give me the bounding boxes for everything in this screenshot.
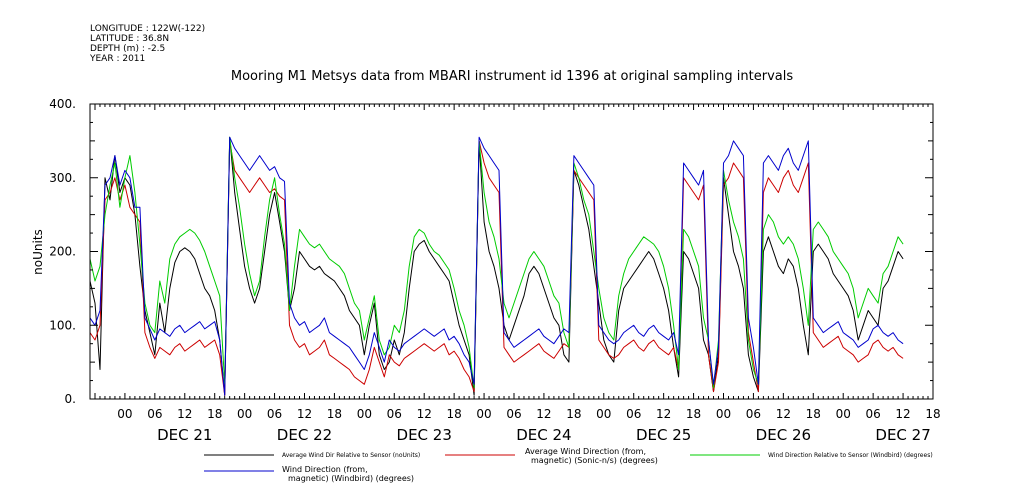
x-hour-label: 18 (806, 407, 821, 421)
y-tick-label: 0. (65, 392, 76, 406)
x-hour-label: 12 (895, 407, 910, 421)
x-hour-label: 12 (776, 407, 791, 421)
legend-label-3: Wind Direction Relative to Sensor (Windb… (768, 452, 933, 459)
meta-longitude: LONGITUDE : 122W(-122) (90, 24, 205, 34)
x-hour-label: 00 (476, 407, 491, 421)
x-hour-label: 18 (686, 407, 701, 421)
plot-frame (89, 103, 934, 400)
meta-year: YEAR : 2011 (89, 54, 145, 64)
x-day-label: DEC 22 (277, 426, 332, 444)
legend-label-1: Average Wind Dir Relative to Sensor (noU… (282, 452, 420, 459)
legend: Average Wind Dir Relative to Sensor (noU… (204, 447, 933, 483)
metadata-block: LONGITUDE : 122W(-122) LATITUDE : 36.8N … (89, 24, 205, 64)
x-hour-label: 18 (566, 407, 581, 421)
series-layer (89, 136, 904, 396)
x-hour-label: 12 (417, 407, 432, 421)
x-hour-label: 12 (177, 407, 192, 421)
y-axis-label: noUnits (31, 229, 45, 275)
meta-depth: DEPTH (m) : -2.5 (90, 44, 165, 54)
y-tick-label: 200. (49, 245, 76, 259)
x-day-label: DEC 21 (157, 426, 212, 444)
x-hour-label: 12 (656, 407, 671, 421)
x-hour-label: 18 (327, 407, 342, 421)
x-hour-label: 06 (746, 407, 761, 421)
y-tick-label: 100. (49, 318, 76, 332)
legend-label-2: Average Wind Direction (from, (525, 447, 646, 456)
chart-title: Mooring M1 Metsys data from MBARI instru… (231, 69, 793, 84)
legend-label-4-line2: magnetic) (Windbird) (degrees) (288, 474, 414, 483)
x-hour-label: 00 (716, 407, 731, 421)
x-hour-label: 18 (925, 407, 940, 421)
x-hour-label: 06 (506, 407, 521, 421)
series-line-4 (89, 136, 904, 396)
x-hour-label: 18 (207, 407, 222, 421)
x-hour-label: 06 (626, 407, 641, 421)
meta-latitude: LATITUDE : 36.8N (90, 34, 169, 44)
x-hour-label: 06 (387, 407, 402, 421)
x-hour-label: 00 (117, 407, 132, 421)
y-tick-label: 300. (49, 171, 76, 185)
x-hour-label: 06 (147, 407, 162, 421)
x-hour-label: 00 (357, 407, 372, 421)
x-hour-label: 12 (297, 407, 312, 421)
x-day-label: DEC 25 (636, 426, 691, 444)
legend-label-4: Wind Direction (from, (282, 465, 368, 474)
series-line-1 (89, 136, 904, 396)
x-hour-label: 06 (866, 407, 881, 421)
x-day-label: DEC 26 (756, 426, 811, 444)
x-day-label: DEC 24 (516, 426, 571, 444)
axes-layer: 0. 100. 200. 300. 400. 00 06 12 18 00 06 12 18 00 06 12… (49, 97, 940, 444)
x-hour-label: 12 (536, 407, 551, 421)
x-hour-label: 00 (836, 407, 851, 421)
x-day-label: DEC 23 (397, 426, 452, 444)
series-line-3 (89, 136, 904, 389)
x-hour-label: 00 (237, 407, 252, 421)
x-hour-label: 06 (267, 407, 282, 421)
series-line-2 (89, 140, 904, 396)
legend-label-2-line2: magnetic) (Sonic-n/s) (degrees) (531, 456, 658, 465)
x-hour-label: 18 (446, 407, 461, 421)
y-tick-label: 400. (49, 97, 76, 111)
x-hour-label: 00 (596, 407, 611, 421)
x-day-label: DEC 27 (875, 426, 930, 444)
